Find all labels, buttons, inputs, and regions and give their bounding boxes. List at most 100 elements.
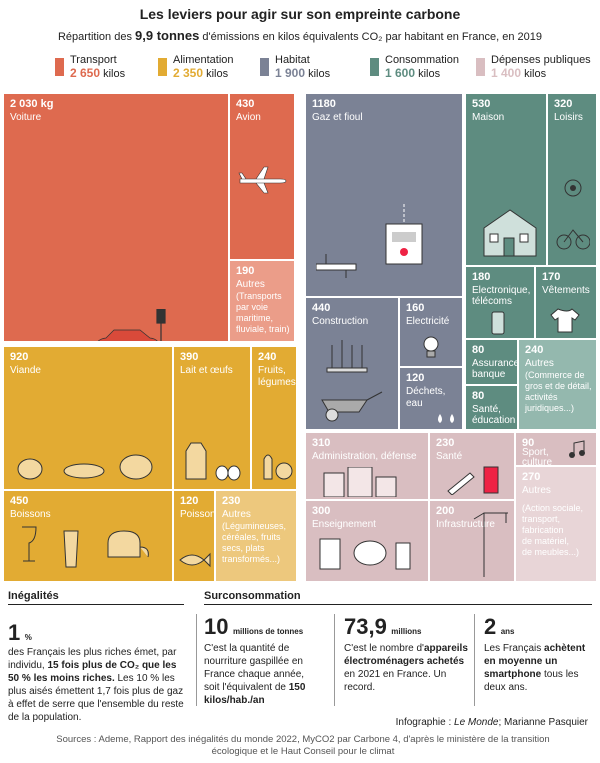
tile-construction: 440 Construction <box>306 298 398 429</box>
cars-icon <box>97 309 166 341</box>
meat-icon <box>17 454 153 480</box>
tile-detail: (Légumineuses, <box>222 521 287 531</box>
tile-label: Autres <box>222 509 251 520</box>
tile-value: 300 <box>312 505 331 517</box>
fruit-icon <box>263 454 293 480</box>
tile-value: 180 <box>472 271 491 283</box>
tile-value: 230 <box>222 495 241 507</box>
tile-viande: 920 Viande <box>4 347 172 489</box>
tile-label: légumes <box>258 377 296 388</box>
tile-detail: gros et de détail, <box>525 381 592 391</box>
tile-dechets: 120 Déchets, eau <box>400 368 462 429</box>
legend-item-habitat: Habitat 1 900 kilos <box>275 54 331 80</box>
tile-detail: transport, <box>522 514 561 524</box>
surconso-stat-1: 10 millions de tonnes <box>204 614 304 639</box>
tile-label: Fruits, <box>258 365 286 376</box>
tile-label: Enseignement <box>312 519 376 530</box>
surconso-text-2: C'est le nombre d'appareils électroménag… <box>344 643 468 693</box>
tile-label: Gaz et fioul <box>312 112 363 123</box>
divider <box>334 614 335 706</box>
tile-detail: (Transports <box>236 291 282 301</box>
tile-conso-autres: 240 Autres (Commerce de gros et de détai… <box>519 340 596 429</box>
tile-value: 450 <box>10 495 29 507</box>
tile-label: Poisson <box>180 509 214 520</box>
tile-value: 240 <box>525 344 544 356</box>
tile-label: Voiture <box>10 112 42 123</box>
tile-label: Assurance, <box>472 358 517 369</box>
tile-value: 160 <box>406 302 425 314</box>
credit: Infographie : Le Monde; Marianne Pasquie… <box>395 717 588 728</box>
legend-item-transport: Transport 2 650 kilos <box>70 54 126 80</box>
tile-label: Autres <box>236 279 265 290</box>
buildings-icon <box>323 467 397 497</box>
divider <box>196 614 197 706</box>
surconso-heading: Surconsommation <box>204 590 301 602</box>
smartphone-icon <box>491 311 505 335</box>
surconso-text-3: Les Français achètent en moyenne un smar… <box>484 643 586 693</box>
tile-label: Avion <box>236 112 261 123</box>
divider <box>474 614 475 706</box>
music-note-icon <box>569 440 585 458</box>
tile-value: 240 <box>258 351 277 363</box>
inegalites-heading: Inégalités <box>8 590 59 602</box>
tile-label: Electronique, <box>472 285 531 296</box>
tile-detail: fluviale, train) <box>236 324 290 334</box>
tile-fruits: 240 Fruits, légumes <box>252 347 296 489</box>
tile-label: Infrastructure <box>436 519 495 530</box>
tile-value: 90 <box>522 437 535 449</box>
tile-value: 440 <box>312 302 331 314</box>
water-drop-icon <box>438 414 454 423</box>
tile-sport-culture: 90 Sport, culture <box>516 433 596 465</box>
tshirt-icon <box>550 308 580 333</box>
tile-value: 320 <box>554 98 573 110</box>
legend-swatch-consommation <box>370 58 379 76</box>
tile-voiture: 2 030 kg Voiture <box>4 94 228 341</box>
tile-avion: 430 Avion <box>230 94 294 259</box>
tile-electronique: 180 Electronique, télécoms <box>466 267 534 338</box>
tile-loisirs: 320 Loisirs <box>548 94 596 265</box>
tile-detail: fabrication <box>522 525 564 535</box>
tile-label: Construction <box>312 316 369 327</box>
tile-label: Santé <box>436 451 463 462</box>
tile-detail: (Commerce de <box>525 370 585 380</box>
tile-boissons: 450 Boissons <box>4 491 172 581</box>
tile-value: 190 <box>236 265 255 277</box>
inegalites-stat: 1 % <box>8 620 32 645</box>
tile-label: Loisirs <box>554 112 583 123</box>
tile-detail: de matériel, <box>522 536 570 546</box>
tile-label: Santé, <box>472 404 501 415</box>
inegalites-text: des Français les plus riches émet, par i… <box>8 647 184 723</box>
tile-label: Viande <box>10 365 41 376</box>
legend-item-depenses: Dépenses publiques 1 400 kilos <box>491 54 591 80</box>
divider <box>204 604 592 605</box>
tile-value: 120 <box>406 372 425 384</box>
tile-label: télécoms <box>472 296 513 307</box>
tile-alim-autres: 230 Autres (Légumineuses, céréales, frui… <box>216 491 296 581</box>
tile-value: 170 <box>542 271 561 283</box>
tile-detail: secs, plats <box>222 543 265 553</box>
tile-label: Boissons <box>10 509 51 520</box>
tile-assurance: 80 Assurance, banque <box>466 340 517 384</box>
page-subtitle: Répartition des 9,9 tonnes d'émissions e… <box>57 28 543 43</box>
page-title: Les leviers pour agir sur son empreinte … <box>139 6 461 22</box>
tile-detail: de meubles...) <box>522 547 580 557</box>
legend-swatch-depenses <box>476 58 485 76</box>
house-icon <box>483 209 537 257</box>
tile-label: Déchets, <box>406 386 446 397</box>
tile-label: Lait et œufs <box>180 365 233 376</box>
tile-value: 920 <box>10 351 29 363</box>
tile-value: 80 <box>472 344 485 356</box>
tile-detail: céréales, fruits <box>222 532 281 542</box>
legend-item-alimentation: Alimentation 2 350 kilos <box>173 54 234 80</box>
tile-poisson: 120 Poisson <box>174 491 214 581</box>
tile-value: 390 <box>180 351 199 363</box>
tile-detail: juridiques...) <box>525 403 575 413</box>
tile-sante-education: 80 Santé, éducation <box>466 386 517 429</box>
tile-value: 530 <box>472 98 491 110</box>
tile-value: 230 <box>436 437 455 449</box>
legend-item-consommation: Consommation 1 600 kilos <box>385 54 459 80</box>
tile-value: 310 <box>312 437 331 449</box>
tile-vetements: 170 Vêtements <box>536 267 596 338</box>
legend-swatch-alimentation <box>158 58 167 76</box>
tools-icon <box>321 340 383 422</box>
